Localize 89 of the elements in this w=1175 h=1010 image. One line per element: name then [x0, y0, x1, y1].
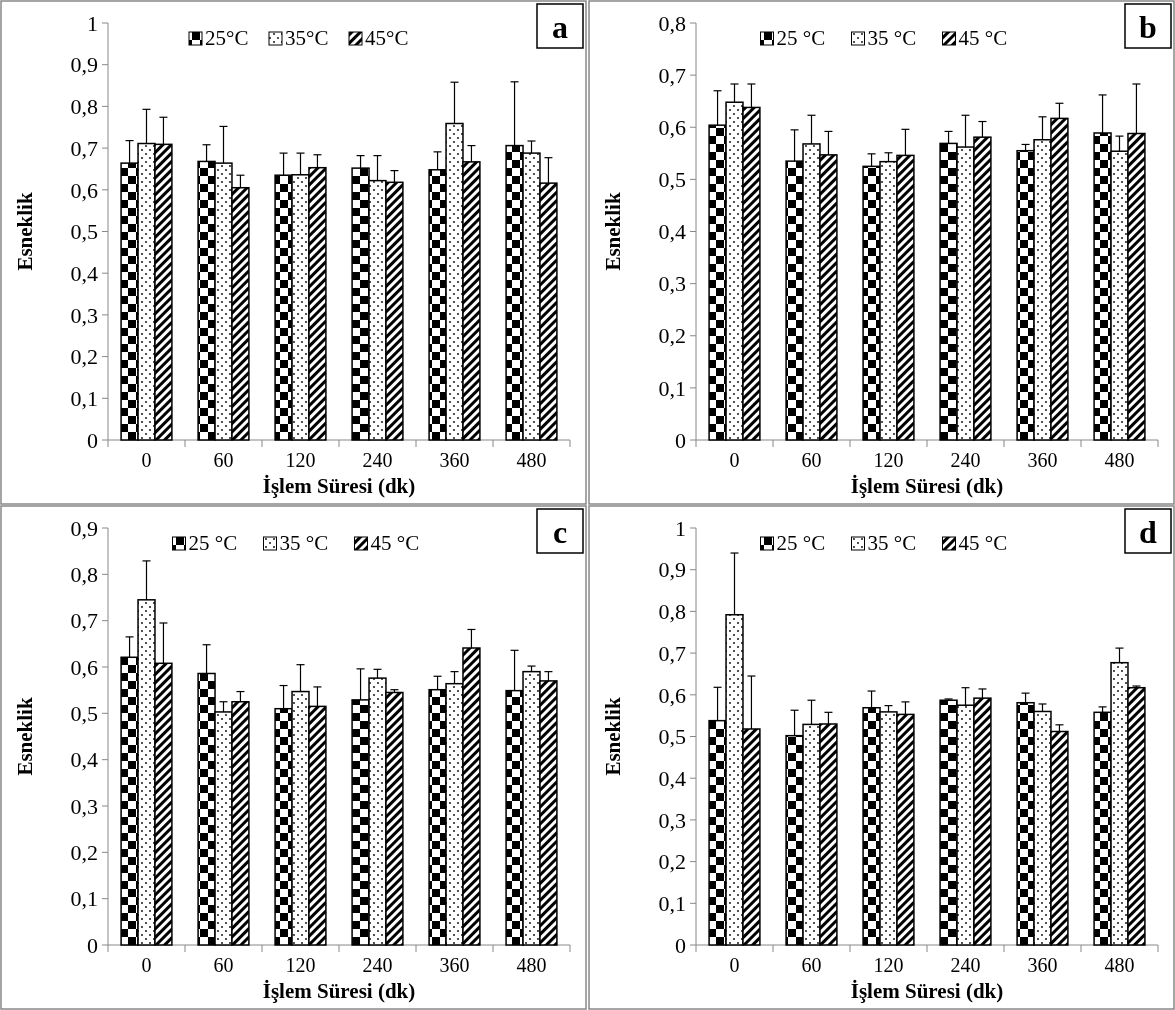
y-tick-label: 0,4	[70, 260, 98, 286]
legend-label: 35 °C	[867, 531, 917, 555]
legend-label: 25 °C	[776, 26, 826, 50]
y-tick-label: 0,5	[70, 219, 98, 245]
y-tick-label: 0,5	[658, 724, 686, 750]
y-tick-label: 0,5	[70, 701, 98, 727]
y-axis-title: Esneklik	[601, 697, 625, 776]
x-tick-label: 360	[439, 449, 470, 471]
legend-label: 25 °C	[188, 531, 238, 555]
y-tick-label: 0	[675, 932, 686, 958]
x-tick-label: 240	[950, 954, 981, 976]
x-tick-label: 0	[141, 449, 152, 471]
x-tick-label: 120	[873, 449, 904, 471]
y-tick-label: 0,3	[658, 807, 686, 833]
legend-label: 45 °C	[958, 26, 1008, 50]
y-tick-label: 0,2	[70, 344, 98, 370]
y-tick-label: 0	[87, 932, 98, 958]
y-tick-label: 0,6	[70, 654, 98, 680]
y-tick-label: 0,8	[658, 10, 686, 36]
y-tick-label: 0,1	[70, 386, 98, 411]
y-axis-title: Esneklik	[13, 192, 37, 271]
x-tick-label: 480	[516, 449, 547, 471]
y-tick-label: 0,1	[658, 375, 686, 401]
legend-label: 45 °C	[370, 531, 420, 555]
x-tick-label: 240	[362, 449, 393, 471]
y-tick-label: 0,4	[70, 747, 98, 773]
y-tick-label: 0,7	[658, 62, 686, 88]
legend-label: 35°C	[285, 26, 329, 50]
y-tick-label: 0,6	[658, 114, 686, 140]
x-tick-label: 480	[1104, 449, 1135, 471]
legend-label: 35 °C	[867, 26, 917, 50]
x-axis-title: İşlem Süresi (dk)	[850, 474, 1004, 498]
y-tick-label: 0,3	[70, 793, 98, 819]
x-axis-title: İşlem Süresi (dk)	[262, 474, 416, 498]
y-tick-label: 0,4	[658, 765, 686, 791]
y-tick-label: 0,1	[70, 886, 98, 912]
y-tick-label: 0,9	[70, 52, 98, 78]
y-tick-label: 0,2	[70, 840, 98, 866]
y-tick-label: 0,8	[70, 94, 98, 120]
x-tick-label: 60	[801, 449, 822, 471]
y-tick-label: 0,3	[70, 302, 98, 328]
x-tick-label: 0	[729, 954, 740, 976]
y-tick-label: 0	[87, 427, 98, 453]
x-tick-label: 0	[729, 449, 740, 471]
y-axis-title: Esneklik	[601, 192, 625, 271]
y-tick-label: 0,4	[658, 219, 686, 245]
y-tick-label: 0,5	[658, 167, 686, 193]
x-tick-label: 60	[213, 954, 234, 976]
x-tick-label: 120	[285, 954, 316, 976]
y-tick-label: 0,7	[70, 608, 98, 634]
y-tick-label: 0	[675, 427, 686, 453]
x-tick-label: 360	[1027, 449, 1058, 471]
legend-label: 45°C	[365, 26, 409, 50]
x-tick-label: 120	[285, 449, 316, 471]
y-tick-label: 0,2	[658, 849, 686, 875]
y-tick-label: 0,2	[658, 323, 686, 349]
y-tick-label: 0,7	[70, 135, 98, 161]
legend-label: 45 °C	[958, 531, 1008, 555]
y-tick-label: 1	[675, 515, 686, 541]
x-tick-label: 480	[1104, 954, 1135, 976]
y-tick-label: 0,9	[70, 515, 98, 541]
legend-label: 35 °C	[279, 531, 329, 555]
y-tick-label: 0,9	[658, 557, 686, 583]
x-tick-label: 360	[1027, 954, 1058, 976]
legend-label: 25 °C	[776, 531, 826, 555]
legend-label: 25°C	[205, 26, 249, 50]
annotation: b	[1139, 9, 1157, 45]
y-axis-title: Esneklik	[13, 697, 37, 776]
y-tick-label: 0,8	[658, 599, 686, 625]
y-tick-label: 0,7	[658, 640, 686, 666]
y-tick-label: 0,8	[70, 562, 98, 588]
y-tick-label: 0,6	[70, 177, 98, 203]
y-tick-label: 0,3	[658, 271, 686, 297]
x-tick-label: 240	[950, 449, 981, 471]
x-tick-label: 360	[439, 954, 470, 976]
annotation: d	[1139, 514, 1158, 550]
annotation: c	[552, 514, 568, 550]
x-tick-label: 480	[516, 954, 547, 976]
y-tick-label: 0,6	[658, 682, 686, 708]
x-axis-title: İşlem Süresi (dk)	[262, 979, 416, 1003]
x-tick-label: 0	[141, 954, 152, 976]
annotation: a	[552, 9, 568, 45]
x-tick-label: 60	[213, 449, 234, 471]
x-tick-label: 240	[362, 954, 393, 976]
x-tick-label: 120	[873, 954, 904, 976]
y-tick-label: 0,1	[658, 891, 686, 916]
x-tick-label: 60	[801, 954, 822, 976]
y-tick-label: 1	[87, 10, 98, 36]
x-axis-title: İşlem Süresi (dk)	[850, 979, 1004, 1003]
